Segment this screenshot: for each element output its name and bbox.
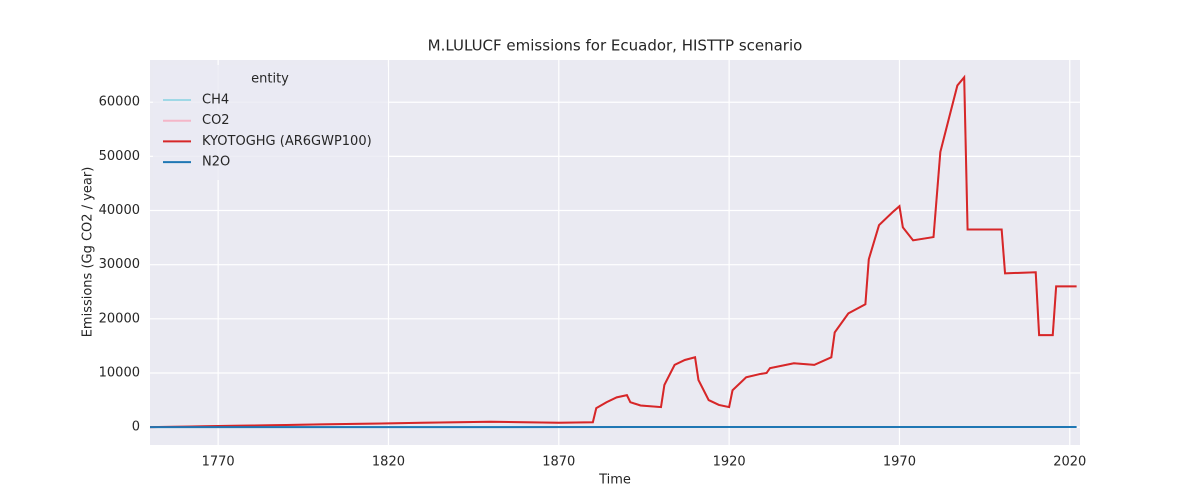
y-tick-label: 20000 [99, 311, 140, 326]
legend-title: entity [251, 72, 289, 87]
chart-title: M.LULUCF emissions for Ecuador, HISTTP s… [428, 37, 803, 55]
legend-label: N2O [202, 155, 230, 170]
x-tick-label: 1870 [542, 455, 575, 470]
y-tick-label: 60000 [99, 95, 140, 110]
y-tick-label: 0 [132, 420, 140, 435]
y-tick-label: 10000 [99, 365, 140, 380]
x-tick-label: 1920 [713, 455, 746, 470]
legend: entity CH4 CO2 KYOTOGHG (AR6GWP100) N2O [153, 65, 388, 180]
y-axis-label: Emissions (Gg CO2 / year) [81, 167, 96, 338]
y-tick-label: 40000 [99, 203, 140, 218]
x-tick-label: 1970 [883, 455, 916, 470]
legend-label: CO2 [202, 113, 230, 128]
y-tick-label: 50000 [99, 149, 140, 164]
legend-label: KYOTOGHG (AR6GWP100) [202, 134, 372, 149]
x-tick-label: 2020 [1053, 455, 1086, 470]
x-tick-label: 1820 [372, 455, 405, 470]
x-tick-label: 1770 [202, 455, 235, 470]
x-axis-label: Time [598, 473, 631, 488]
legend-box [153, 65, 388, 180]
lines [149, 74, 1077, 429]
series-line [149, 74, 1077, 429]
y-tick-label: 30000 [99, 257, 140, 272]
legend-label: CH4 [202, 93, 229, 108]
